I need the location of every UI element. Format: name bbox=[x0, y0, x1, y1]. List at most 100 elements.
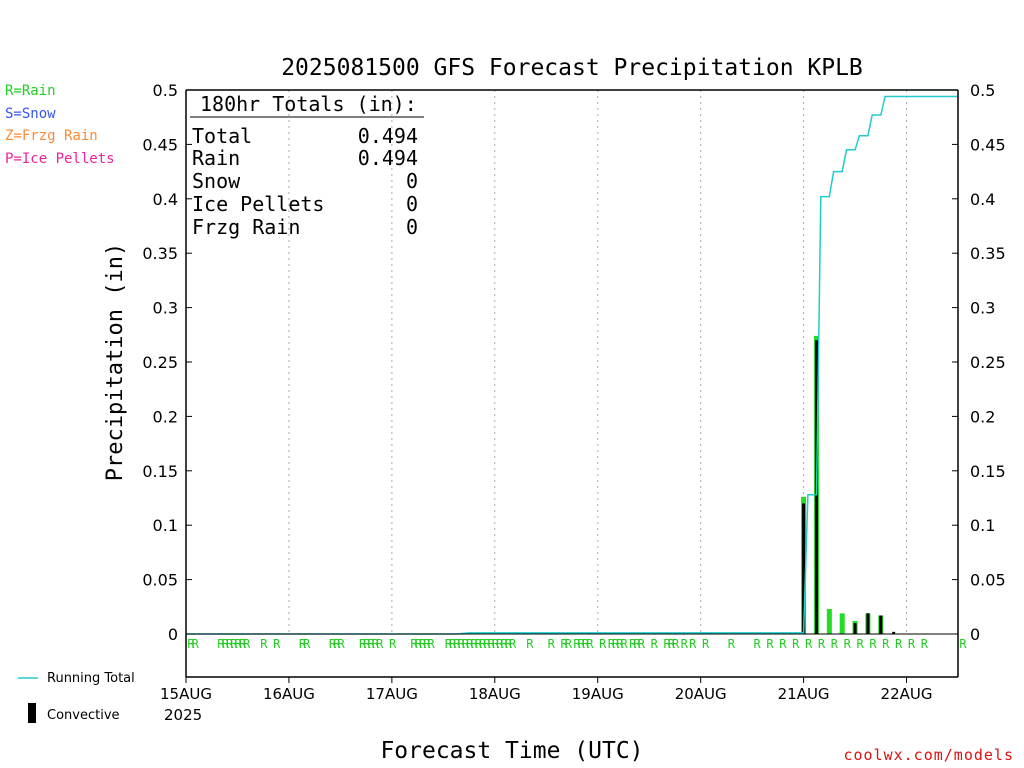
y-tick-label-right: 0.3 bbox=[970, 299, 995, 318]
precip-type-marker: R bbox=[303, 637, 311, 651]
precip-type-marker: R bbox=[376, 637, 384, 651]
y-tick-label-left: 0.05 bbox=[142, 571, 178, 590]
precip-type-marker: R bbox=[608, 637, 616, 651]
precip-type-marker: R bbox=[621, 637, 629, 651]
x-ticks: 15AUG 16AUG 17AUG 18AUG 19AUG 20AUG 21AUG 22AUG bbox=[160, 677, 933, 703]
precip-type-marker: R bbox=[921, 637, 929, 651]
y-tick-label-right: 0.25 bbox=[970, 353, 1006, 372]
precip-type-marker: R bbox=[633, 637, 641, 651]
y-tick-label-right: 0 bbox=[970, 625, 980, 644]
precip-type-marker: R bbox=[273, 637, 281, 651]
convective-bar bbox=[892, 631, 896, 634]
y-tick-label-left: 0.15 bbox=[142, 462, 178, 481]
legend-ice-pellets: P=Ice Pellets bbox=[5, 150, 115, 167]
precip-type-marker: R bbox=[629, 637, 637, 651]
precip-type-marker: R bbox=[235, 637, 243, 651]
precip-type-marker: R bbox=[488, 637, 496, 651]
running-total-polyline bbox=[186, 95, 958, 635]
precip-type-marker: R bbox=[505, 637, 513, 651]
precip-type-marker: R bbox=[500, 637, 508, 651]
precip-type-marker: R bbox=[470, 637, 478, 651]
grid-lines bbox=[288, 90, 908, 634]
totals-rain-value: 0.494 bbox=[358, 146, 418, 170]
precip-type-marker: R bbox=[663, 637, 671, 651]
precip-type-marker: R bbox=[483, 637, 491, 651]
convective-bar bbox=[802, 503, 806, 634]
x-tick-label: 15AUG bbox=[160, 685, 212, 703]
y-tick-label-left: 0.1 bbox=[153, 516, 178, 535]
totals-ice-value: 0 bbox=[406, 192, 418, 216]
precip-type-marker: R bbox=[492, 637, 500, 651]
precip-type-marker: R bbox=[475, 637, 483, 651]
precip-type-marker: R bbox=[449, 637, 457, 651]
precip-type-marker: R bbox=[599, 637, 607, 651]
precip-type-marker: R bbox=[479, 637, 487, 651]
legend-frzg-rain: Z=Frzg Rain bbox=[5, 128, 98, 144]
y-tick-label-left: 0.4 bbox=[153, 190, 178, 209]
totals-total-value: 0.494 bbox=[358, 124, 418, 148]
precip-type-marker: R bbox=[754, 637, 762, 651]
precip-type-marker: R bbox=[509, 637, 517, 651]
chart-title: 2025081500 GFS Forecast Precipitation KP… bbox=[281, 55, 863, 81]
precip-type-marker: R bbox=[586, 637, 594, 651]
precip-type-marker: R bbox=[766, 637, 774, 651]
totals-frzg-label: Frzg Rain bbox=[192, 215, 300, 239]
precip-type-marker: R bbox=[582, 637, 590, 651]
y-tick-label-left: 0.45 bbox=[142, 135, 178, 154]
precip-type-marker: R bbox=[668, 637, 676, 651]
precip-type-marker: R bbox=[239, 637, 247, 651]
y-tick-label-right: 0.4 bbox=[970, 190, 995, 209]
rain-bar bbox=[839, 613, 845, 634]
convective-swatch bbox=[28, 703, 36, 723]
y-tick-label-right: 0.1 bbox=[970, 516, 995, 535]
y-ticks-left: 0 0.05 0.1 0.15 0.2 0.25 0.3 0.35 0.4 0.45 0.5 bbox=[142, 81, 192, 644]
precip-type-marker: R bbox=[651, 637, 659, 651]
y-tick-label-left: 0.25 bbox=[142, 353, 178, 372]
precip-type-marker: R bbox=[728, 637, 736, 651]
convective-legend-label: Convective bbox=[47, 708, 120, 723]
x-tick-label: 19AUG bbox=[572, 685, 624, 703]
precip-type-marker: R bbox=[260, 637, 268, 651]
precip-type-marker: R bbox=[337, 637, 345, 651]
precip-type-marker: R bbox=[363, 637, 371, 651]
x-tick-label: 18AUG bbox=[469, 685, 521, 703]
precip-type-marker: R bbox=[779, 637, 787, 651]
precip-type-marker: R bbox=[389, 637, 397, 651]
precip-type-marker: R bbox=[702, 637, 710, 651]
precip-type-marker: R bbox=[423, 637, 431, 651]
precip-type-marker: R bbox=[462, 637, 470, 651]
precip-type-marker: R bbox=[368, 637, 376, 651]
totals-total-label: Total bbox=[192, 124, 252, 148]
x-tick-label: 16AUG bbox=[263, 685, 315, 703]
y-axis-label: Precipitation (in) bbox=[103, 243, 128, 481]
precip-type-marker: R bbox=[792, 637, 800, 651]
precip-type-marker: R bbox=[299, 637, 307, 651]
totals-ice-label: Ice Pellets bbox=[192, 192, 324, 216]
precip-type-marker: R bbox=[192, 637, 200, 651]
precip-type-marker: R bbox=[359, 637, 367, 651]
precip-type-marker: R bbox=[453, 637, 461, 651]
y-tick-label-right: 0.2 bbox=[970, 407, 995, 426]
precip-type-marker: R bbox=[565, 637, 573, 651]
precip-type-marker: R bbox=[869, 637, 877, 651]
precip-type-marker: R bbox=[831, 637, 839, 651]
totals-rain-label: Rain bbox=[192, 146, 240, 170]
precip-type-marker: R bbox=[548, 637, 556, 651]
rain-bar bbox=[826, 608, 832, 634]
precip-type-marker: R bbox=[526, 637, 534, 651]
x-tick-label: 21AUG bbox=[778, 685, 830, 703]
legend-rain: R=Rain bbox=[5, 83, 56, 99]
precip-type-marker: R bbox=[428, 637, 436, 651]
precip-type-marker: R bbox=[187, 637, 195, 651]
precip-type-marker: R bbox=[959, 637, 967, 651]
precip-type-marker: R bbox=[689, 637, 697, 651]
precip-type-marker: R bbox=[805, 637, 813, 651]
x-tick-label: 20AUG bbox=[675, 685, 727, 703]
precip-type-marker: R bbox=[908, 637, 916, 651]
y-tick-label-left: 0.5 bbox=[153, 81, 178, 100]
precip-type-marker: R bbox=[856, 637, 864, 651]
precip-type-marker: R bbox=[466, 637, 474, 651]
x-tick-label: 22AUG bbox=[881, 685, 933, 703]
totals-frzg-value: 0 bbox=[406, 215, 418, 239]
